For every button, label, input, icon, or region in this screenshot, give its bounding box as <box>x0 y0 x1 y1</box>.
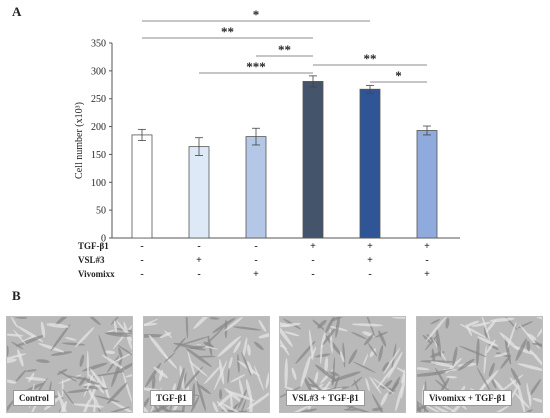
significance-label: *** <box>246 59 266 74</box>
significance-label: * <box>253 7 260 22</box>
significance-label: * <box>395 68 402 83</box>
micrograph-caption: VSL#3 + TGF-β1 <box>286 390 365 406</box>
treatment-sign: - <box>140 255 143 266</box>
bar <box>245 136 267 239</box>
significance-label: ** <box>221 24 234 39</box>
micrograph-image <box>417 317 542 412</box>
treatment-sign: - <box>311 269 314 280</box>
micrograph-image <box>7 317 132 412</box>
treatment-sign: + <box>253 269 259 280</box>
treatment-sign: - <box>140 269 143 280</box>
treatment-name: VSL#3 <box>78 255 105 265</box>
treatment-sign: + <box>424 241 430 252</box>
micrograph-caption: TGF-β1 <box>150 390 193 406</box>
y-tick-label: 50 <box>96 206 106 217</box>
panel-label-a: A <box>12 4 22 19</box>
bar <box>302 81 324 239</box>
treatment-sign: - <box>311 255 314 266</box>
treatment-sign: - <box>425 255 428 266</box>
y-tick-label: 250 <box>91 94 106 105</box>
treatment-name: TGF-β1 <box>78 241 109 251</box>
treatment-sign: - <box>140 241 143 252</box>
significance-label: ** <box>364 51 377 66</box>
y-tick-label: 200 <box>91 122 106 133</box>
bar <box>416 130 438 239</box>
micrograph-caption: Vivomixx + TGF-β1 <box>423 390 512 406</box>
treatment-sign: + <box>424 269 430 280</box>
micrograph-vivomixx-tgf: Vivomixx + TGF-β1 <box>416 316 543 413</box>
y-tick-label: 300 <box>91 66 106 77</box>
micrograph-vsl3-tgf: VSL#3 + TGF-β1 <box>279 316 406 413</box>
y-tick-label: 0 <box>101 234 106 245</box>
y-tick-label: 350 <box>91 39 106 50</box>
micrograph-control: Control <box>6 316 133 413</box>
micrograph-image <box>144 317 269 412</box>
treatment-sign: - <box>197 269 200 280</box>
treatment-sign: + <box>367 241 373 252</box>
treatment-sign: + <box>310 241 316 252</box>
treatment-name: Vivomixx <box>78 269 115 279</box>
treatment-sign: - <box>197 241 200 252</box>
bar-chart: 0 50 100 150 200 250 300 350 Cell number (x10³) *… <box>74 7 460 280</box>
y-tick-label: 150 <box>91 150 106 161</box>
y-tick-label: 100 <box>91 178 106 189</box>
significance-label: ** <box>278 42 291 57</box>
treatment-sign: - <box>254 241 257 252</box>
bar <box>131 134 153 239</box>
panel-label-b: B <box>12 288 21 303</box>
micrograph-tgf: TGF-β1 <box>143 316 270 413</box>
treatment-sign: - <box>254 255 257 266</box>
bar <box>188 146 210 239</box>
treatment-sign: + <box>367 255 373 266</box>
treatment-sign: + <box>196 255 202 266</box>
treatment-sign: - <box>368 269 371 280</box>
bar <box>359 88 381 239</box>
micrograph-caption: Control <box>13 390 55 406</box>
y-axis-label: Cell number (x10³) <box>74 102 85 179</box>
